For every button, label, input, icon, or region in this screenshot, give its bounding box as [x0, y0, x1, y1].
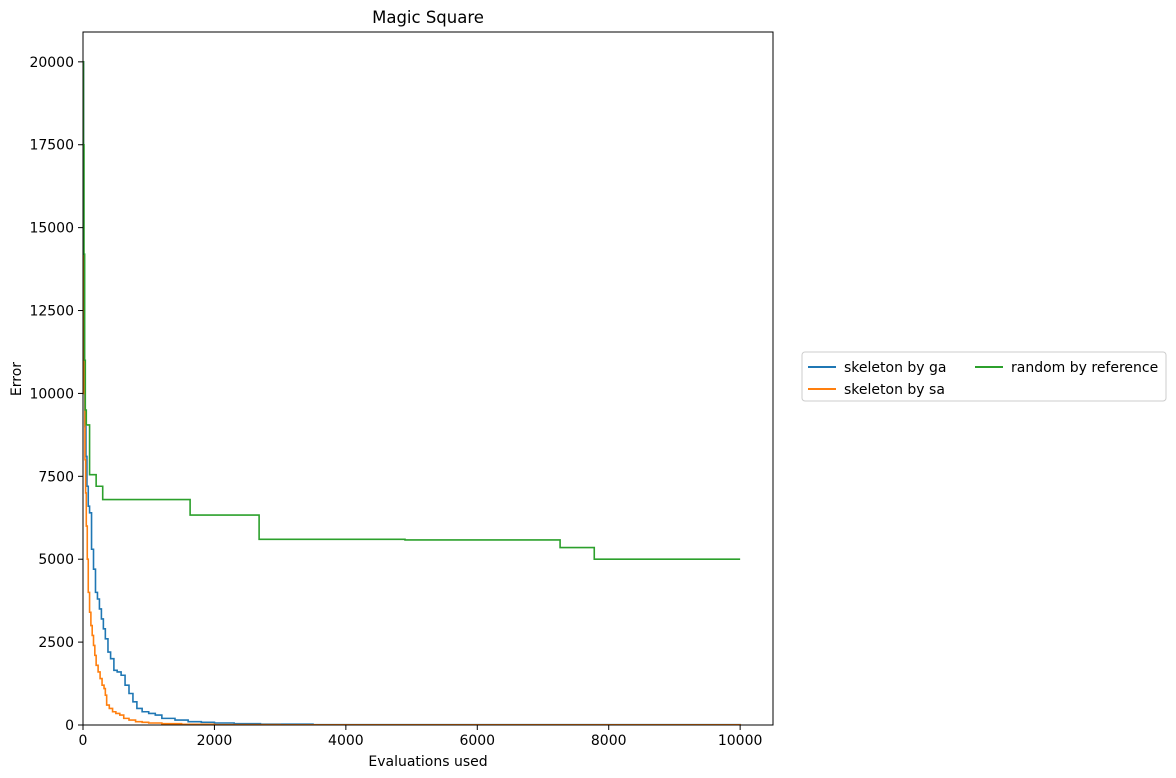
x-tick-label: 8000 [591, 733, 627, 749]
axes-frame [82, 31, 774, 726]
series-line-1 [83, 61, 741, 725]
legend-label: random by reference [1011, 360, 1158, 376]
y-tick-label: 17500 [29, 138, 74, 154]
x-tick-label: 6000 [459, 733, 495, 749]
y-axis-ticks: 0 2500 5000 7500 10000 12500 15000 17500 20000 [29, 55, 83, 734]
y-tick-label: 12500 [29, 304, 74, 320]
y-axis-label: Error [9, 362, 25, 396]
y-tick-label: 0 [65, 718, 74, 734]
chart-title: Magic Square [372, 8, 484, 27]
y-tick-label: 15000 [29, 221, 74, 237]
x-tick-label: 10000 [718, 733, 763, 749]
x-tick-label: 2000 [197, 733, 233, 749]
legend-label: skeleton by ga [844, 360, 946, 376]
legend: skeleton by ga skeleton by sa random by re… [801, 351, 1167, 402]
y-tick-label: 2500 [38, 635, 74, 651]
x-tick-label: 0 [79, 733, 88, 749]
x-axis-label: Evaluations used [368, 754, 487, 770]
series-line-2 [83, 61, 741, 725]
legend-box [801, 351, 1167, 402]
y-tick-label: 5000 [38, 552, 74, 568]
x-axis-ticks: 0 2000 4000 6000 8000 10000 [79, 725, 763, 749]
y-tick-label: 7500 [38, 469, 74, 485]
series-line-3 [83, 61, 741, 561]
legend-label: skeleton by sa [844, 382, 945, 398]
plot-area [82, 31, 774, 726]
x-tick-label: 4000 [328, 733, 364, 749]
y-tick-label: 10000 [29, 386, 74, 402]
y-tick-label: 20000 [29, 55, 74, 71]
